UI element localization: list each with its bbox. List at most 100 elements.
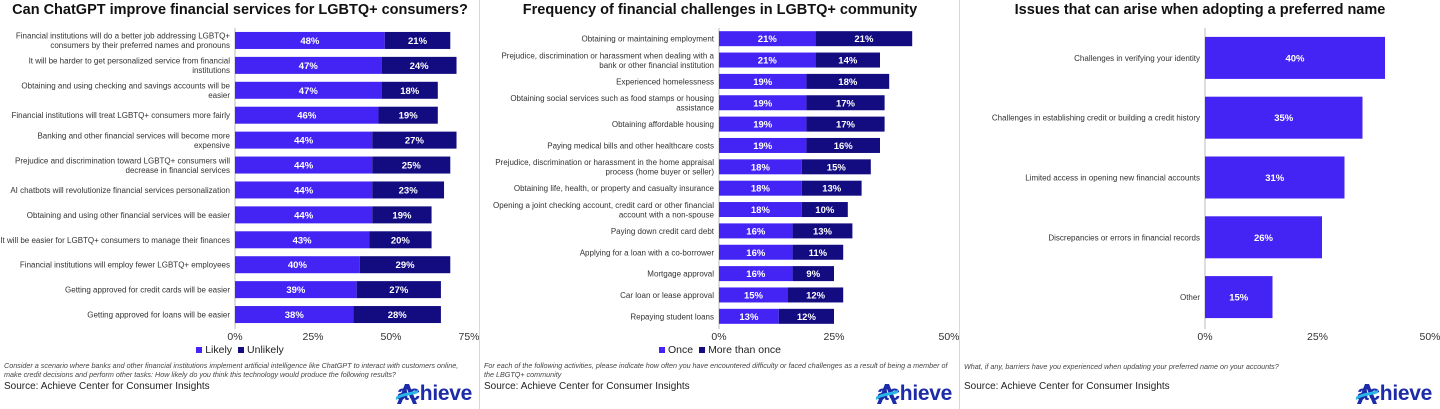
category-label: Obtaining and using other financial serv… xyxy=(27,211,231,220)
category-label-line: It will be easier for LGBTQ+ consumers t… xyxy=(0,236,230,245)
category-label-line: Getting approved for credit cards will b… xyxy=(65,286,230,295)
category-label-line: Obtaining and using other financial serv… xyxy=(27,211,231,220)
category-label: Paying medical bills and other healthcar… xyxy=(547,141,714,150)
bar-segment xyxy=(719,180,802,196)
x-tick-label: 0% xyxy=(227,331,242,343)
category-label: Prejudice, discrimination or harassment … xyxy=(495,158,714,177)
category-label-line: bank or other financial institution xyxy=(599,61,714,70)
bar-segment xyxy=(372,131,457,149)
bar-segment xyxy=(372,181,445,199)
bar-value-label: 18% xyxy=(400,86,420,97)
bar-value-label: 15% xyxy=(744,290,764,301)
bar-segment xyxy=(815,52,880,68)
bar-value-label: 27% xyxy=(405,136,425,147)
bar-segment xyxy=(235,56,382,74)
bar-segment xyxy=(806,116,885,132)
chart-legend: Likely Unlikely xyxy=(0,344,480,356)
bar-value-label: 18% xyxy=(751,205,771,216)
category-label-line: Challenges in establishing credit or bui… xyxy=(992,114,1200,123)
category-label-line: easier xyxy=(208,91,230,100)
chart-title: Issues that can arise when adopting a pr… xyxy=(1014,2,1386,18)
category-label: It will be harder to get personalized se… xyxy=(29,57,231,76)
category-label-line: Obtaining social services such as food s… xyxy=(510,94,714,103)
bar-value-label: 20% xyxy=(391,235,411,246)
bar-value-label: 19% xyxy=(399,111,419,122)
bar-value-label: 44% xyxy=(294,185,314,196)
stacked-bar-chart-chatgpt: Financial institutions will do a better … xyxy=(0,28,480,343)
bar-segment xyxy=(801,180,862,196)
x-tick-label: 25% xyxy=(823,331,844,343)
bar-value-label: 19% xyxy=(753,77,773,88)
legend-item: Unlikely xyxy=(238,344,284,356)
bar-value-label: 19% xyxy=(753,98,773,109)
survey-question-note: What, if any, barriers have you experien… xyxy=(964,362,1279,371)
bar-value-label: 21% xyxy=(758,34,778,45)
category-label-line: expensive xyxy=(194,141,231,150)
bar-value-label: 12% xyxy=(797,312,817,323)
category-label: Car loan or lease approval xyxy=(620,291,714,300)
category-label-line: Other xyxy=(1180,293,1200,302)
category-label: Financial institutions will do a better … xyxy=(16,32,230,51)
category-label: Obtaining social services such as food s… xyxy=(510,94,714,113)
category-label: Challenges in establishing credit or bui… xyxy=(992,114,1200,123)
bar-value-label: 13% xyxy=(813,226,833,237)
category-label: AI chatbots will revolutionize financial… xyxy=(10,186,230,195)
bar-segment xyxy=(778,308,834,324)
bar-segment xyxy=(235,81,382,99)
bar-value-label: 40% xyxy=(288,260,308,271)
bar-segment xyxy=(235,181,373,199)
bar-segment xyxy=(806,73,890,89)
x-tick-label: 50% xyxy=(938,331,959,343)
survey-question-note: Consider a scenario where banks and othe… xyxy=(4,361,459,379)
achieve-logo-icon xyxy=(396,384,419,404)
bar-value-label: 47% xyxy=(299,86,319,97)
bar-value-label: 28% xyxy=(388,310,408,321)
category-label-line: Prejudice, discrimination or harassment … xyxy=(495,158,714,167)
x-tick-label: 50% xyxy=(1419,331,1440,343)
category-label: Obtaining life, health, or property and … xyxy=(514,184,715,193)
bar-value-label: 15% xyxy=(1229,293,1249,304)
bar-value-label: 35% xyxy=(1274,113,1294,124)
bar-value-label: 44% xyxy=(294,136,314,147)
x-tick-label: 0% xyxy=(711,331,726,343)
category-label: Repaying student loans xyxy=(630,312,714,321)
bar-value-label: 11% xyxy=(809,248,828,259)
category-label: Opening a joint checking account, credit… xyxy=(493,201,715,220)
bar-segment xyxy=(806,95,885,111)
legend-label: Likely xyxy=(205,344,233,356)
bar-value-label: 17% xyxy=(836,120,856,131)
bar-segment xyxy=(235,256,360,274)
bar-value-label: 16% xyxy=(746,248,766,259)
bar-value-label: 17% xyxy=(836,98,856,109)
achieve-logo-wordmark: achieve xyxy=(397,382,472,405)
legend-swatch xyxy=(238,347,245,354)
bar-segment xyxy=(372,156,451,174)
bar-value-label: 43% xyxy=(293,235,313,246)
category-label: Getting approved for credit cards will b… xyxy=(65,286,230,295)
category-label-line: Mortgage approval xyxy=(647,270,714,279)
panel-divider xyxy=(959,0,960,409)
bar-value-label: 29% xyxy=(396,260,416,271)
category-label: It will be easier for LGBTQ+ consumers t… xyxy=(0,236,230,245)
category-label: Discrepancies or errors in financial rec… xyxy=(1048,233,1200,242)
category-label: Prejudice, discrimination or harassment … xyxy=(501,51,714,70)
category-label: Paying down credit card debt xyxy=(611,227,715,236)
bar-chart-preferred-name: Challenges in verifying your identity 40%… xyxy=(992,28,1440,343)
category-label: Getting approved for loans will be easie… xyxy=(87,311,230,320)
source-text: Source: Achieve Center for Consumer Insi… xyxy=(964,381,1170,392)
achieve-logo-wordmark: achieve xyxy=(1357,382,1432,405)
category-label-line: Financial institutions will employ fewer… xyxy=(20,261,230,270)
legend-item: More than once xyxy=(699,344,781,356)
bar-segment xyxy=(792,266,834,282)
bar-segment xyxy=(719,52,816,68)
category-label-line: Car loan or lease approval xyxy=(620,291,714,300)
bar-value-label: 23% xyxy=(399,185,419,196)
bar-value-label: 21% xyxy=(854,34,874,45)
bar-value-label: 48% xyxy=(300,36,320,47)
bar-segment xyxy=(384,31,451,49)
bar-segment xyxy=(801,202,848,218)
bar-value-label: 15% xyxy=(827,162,847,173)
x-tick-label: 25% xyxy=(302,331,323,343)
legend-label: Unlikely xyxy=(247,344,284,356)
bar-value-label: 16% xyxy=(834,141,854,152)
